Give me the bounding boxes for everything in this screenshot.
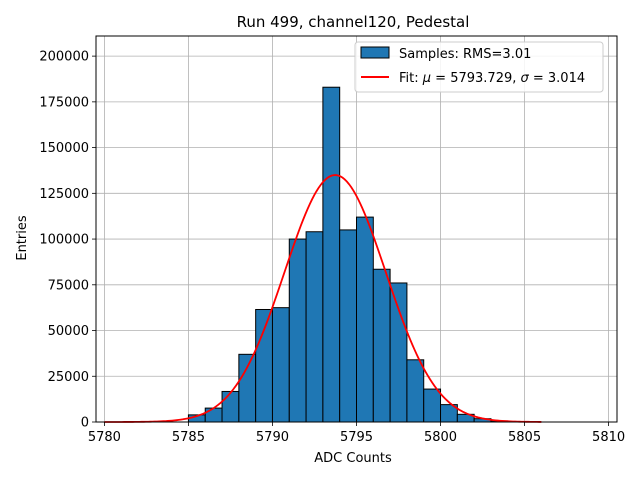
y-axis-label: Entries xyxy=(15,215,30,261)
x-axis-label: ADC Counts xyxy=(314,451,392,466)
x-tick-label: 5805 xyxy=(508,430,541,445)
legend: Samples: RMS=3.01 Fit: μ = 5793.729, σ =… xyxy=(354,41,604,93)
legend-swatch-samples xyxy=(360,46,390,59)
legend-label-samples: Samples: RMS=3.01 xyxy=(399,47,531,62)
histogram-bar xyxy=(356,216,374,423)
y-tick-label: 50000 xyxy=(48,324,89,339)
histogram-bar xyxy=(255,308,273,423)
histogram-bars xyxy=(187,86,509,423)
histogram-bar xyxy=(238,353,257,423)
y-tick-label: 175000 xyxy=(39,95,89,110)
fit-curve xyxy=(104,174,542,423)
legend-fit-mu-value: = 5793.729, xyxy=(431,71,520,86)
y-tick-label: 200000 xyxy=(39,50,89,65)
y-tick-label: 125000 xyxy=(39,187,89,202)
x-tick-label: 5795 xyxy=(340,430,373,445)
histogram-bar xyxy=(271,307,290,423)
y-axis-ticks: 0 25000 50000 75000 100000 125000 150000 175000… xyxy=(39,50,96,431)
legend-box xyxy=(354,41,604,93)
x-tick-label: 5810 xyxy=(592,430,625,445)
legend-label-fit: Fit: μ = 5793.729, σ = 3.014 xyxy=(399,71,585,86)
y-tick-label: 0 xyxy=(81,416,89,431)
histogram-bar xyxy=(322,86,341,423)
y-tick-label: 150000 xyxy=(39,141,89,156)
histogram-bar xyxy=(305,231,324,423)
histogram-bar xyxy=(389,282,408,423)
x-tick-label: 5790 xyxy=(256,430,289,445)
legend-fit-mu-symbol: μ xyxy=(422,71,431,86)
histogram-bar xyxy=(423,388,442,423)
legend-fit-prefix: Fit: xyxy=(399,71,423,86)
legend-fit-sigma-symbol: σ xyxy=(521,71,530,86)
histogram-bar xyxy=(339,229,357,423)
x-tick-label: 5785 xyxy=(172,430,205,445)
y-tick-label: 75000 xyxy=(48,278,89,293)
histogram-bar xyxy=(204,407,223,423)
legend-fit-sigma-value: = 3.014 xyxy=(529,71,585,86)
x-axis-ticks: 5780 5785 5790 5795 5800 5805 5810 xyxy=(88,422,625,445)
histogram-bar xyxy=(372,268,391,423)
x-tick-label: 5780 xyxy=(88,430,121,445)
gaussian-fit xyxy=(104,174,542,423)
histogram-bar xyxy=(288,238,307,423)
y-tick-label: 100000 xyxy=(39,233,89,248)
x-tick-label: 5800 xyxy=(424,430,457,445)
grid xyxy=(96,36,617,423)
histogram-bar xyxy=(221,390,240,423)
chart-title: Run 499, channel120, Pedestal xyxy=(237,13,470,31)
y-tick-label: 25000 xyxy=(48,370,89,385)
histogram-bar xyxy=(406,359,425,423)
